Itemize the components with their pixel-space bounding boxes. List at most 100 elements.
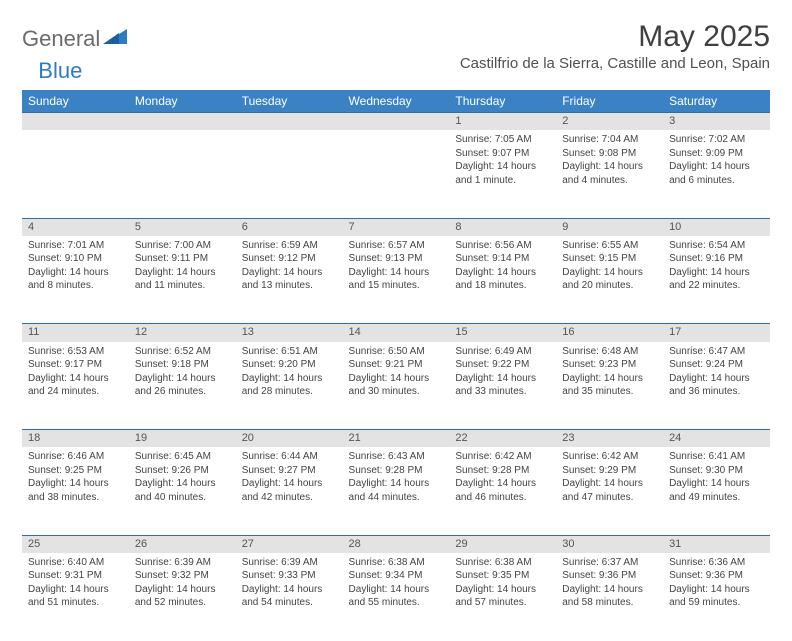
day-sunrise: Sunrise: 6:42 AM bbox=[562, 450, 657, 464]
day-sunset: Sunset: 9:07 PM bbox=[455, 147, 550, 161]
day-sunset: Sunset: 9:34 PM bbox=[349, 569, 444, 583]
day-cell: Sunrise: 6:46 AMSunset: 9:25 PMDaylight:… bbox=[22, 447, 129, 535]
day-day2: and 58 minutes. bbox=[562, 596, 657, 610]
day-cell: Sunrise: 6:38 AMSunset: 9:34 PMDaylight:… bbox=[343, 553, 450, 641]
day-number: 21 bbox=[343, 430, 450, 448]
day-sunrise: Sunrise: 7:02 AM bbox=[669, 133, 764, 147]
day-cell: Sunrise: 6:40 AMSunset: 9:31 PMDaylight:… bbox=[22, 553, 129, 641]
day-cell: Sunrise: 6:47 AMSunset: 9:24 PMDaylight:… bbox=[663, 342, 770, 430]
day-sunrise: Sunrise: 6:42 AM bbox=[455, 450, 550, 464]
day-cell: Sunrise: 6:56 AMSunset: 9:14 PMDaylight:… bbox=[449, 236, 556, 324]
day-number: 10 bbox=[663, 218, 770, 236]
day-day1: Daylight: 14 hours bbox=[562, 372, 657, 386]
detail-row: Sunrise: 7:05 AMSunset: 9:07 PMDaylight:… bbox=[22, 130, 770, 218]
day-sunset: Sunset: 9:36 PM bbox=[562, 569, 657, 583]
day-sunrise: Sunrise: 6:44 AM bbox=[242, 450, 337, 464]
day-sunrise: Sunrise: 6:52 AM bbox=[135, 345, 230, 359]
day-sunrise: Sunrise: 6:43 AM bbox=[349, 450, 444, 464]
day-number: 13 bbox=[236, 324, 343, 342]
day-day1: Daylight: 14 hours bbox=[669, 266, 764, 280]
logo: General bbox=[22, 26, 131, 52]
day-number: 2 bbox=[556, 113, 663, 131]
day-day2: and 36 minutes. bbox=[669, 385, 764, 399]
day-day1: Daylight: 14 hours bbox=[669, 477, 764, 491]
day-sunset: Sunset: 9:33 PM bbox=[242, 569, 337, 583]
day-day2: and 13 minutes. bbox=[242, 279, 337, 293]
day-number: 30 bbox=[556, 535, 663, 553]
day-sunrise: Sunrise: 6:37 AM bbox=[562, 556, 657, 570]
day-day2: and 52 minutes. bbox=[135, 596, 230, 610]
day-cell: Sunrise: 6:42 AMSunset: 9:29 PMDaylight:… bbox=[556, 447, 663, 535]
day-number: 14 bbox=[343, 324, 450, 342]
day-day2: and 40 minutes. bbox=[135, 491, 230, 505]
day-sunset: Sunset: 9:28 PM bbox=[455, 464, 550, 478]
day-cell: Sunrise: 6:48 AMSunset: 9:23 PMDaylight:… bbox=[556, 342, 663, 430]
daynum-row: 11121314151617 bbox=[22, 324, 770, 342]
day-day2: and 51 minutes. bbox=[28, 596, 123, 610]
day-day2: and 44 minutes. bbox=[349, 491, 444, 505]
day-sunset: Sunset: 9:25 PM bbox=[28, 464, 123, 478]
day-day2: and 35 minutes. bbox=[562, 385, 657, 399]
day-day1: Daylight: 14 hours bbox=[349, 266, 444, 280]
day-day2: and 30 minutes. bbox=[349, 385, 444, 399]
day-number bbox=[343, 113, 450, 131]
daynum-row: 18192021222324 bbox=[22, 430, 770, 448]
day-day2: and 42 minutes. bbox=[242, 491, 337, 505]
day-cell: Sunrise: 7:02 AMSunset: 9:09 PMDaylight:… bbox=[663, 130, 770, 218]
day-sunset: Sunset: 9:35 PM bbox=[455, 569, 550, 583]
day-sunset: Sunset: 9:32 PM bbox=[135, 569, 230, 583]
daynum-row: 45678910 bbox=[22, 218, 770, 236]
day-cell: Sunrise: 7:05 AMSunset: 9:07 PMDaylight:… bbox=[449, 130, 556, 218]
day-sunrise: Sunrise: 7:01 AM bbox=[28, 239, 123, 253]
day-day2: and 15 minutes. bbox=[349, 279, 444, 293]
day-cell: Sunrise: 6:43 AMSunset: 9:28 PMDaylight:… bbox=[343, 447, 450, 535]
day-day2: and 59 minutes. bbox=[669, 596, 764, 610]
day-day1: Daylight: 14 hours bbox=[562, 266, 657, 280]
day-sunrise: Sunrise: 6:53 AM bbox=[28, 345, 123, 359]
day-sunrise: Sunrise: 6:39 AM bbox=[242, 556, 337, 570]
day-cell: Sunrise: 6:38 AMSunset: 9:35 PMDaylight:… bbox=[449, 553, 556, 641]
day-cell: Sunrise: 6:55 AMSunset: 9:15 PMDaylight:… bbox=[556, 236, 663, 324]
day-day1: Daylight: 14 hours bbox=[562, 477, 657, 491]
day-sunrise: Sunrise: 6:55 AM bbox=[562, 239, 657, 253]
day-number: 16 bbox=[556, 324, 663, 342]
day-sunrise: Sunrise: 6:50 AM bbox=[349, 345, 444, 359]
day-day1: Daylight: 14 hours bbox=[455, 477, 550, 491]
day-sunrise: Sunrise: 6:41 AM bbox=[669, 450, 764, 464]
day-number: 5 bbox=[129, 218, 236, 236]
day-day2: and 28 minutes. bbox=[242, 385, 337, 399]
day-number: 1 bbox=[449, 113, 556, 131]
detail-row: Sunrise: 6:46 AMSunset: 9:25 PMDaylight:… bbox=[22, 447, 770, 535]
day-day1: Daylight: 14 hours bbox=[242, 477, 337, 491]
day-cell bbox=[343, 130, 450, 218]
day-number: 26 bbox=[129, 535, 236, 553]
day-sunset: Sunset: 9:17 PM bbox=[28, 358, 123, 372]
title-block: May 2025 Castilfrio de la Sierra, Castil… bbox=[460, 20, 770, 72]
day-number: 7 bbox=[343, 218, 450, 236]
location-text: Castilfrio de la Sierra, Castille and Le… bbox=[460, 55, 770, 72]
weekday-header-row: Sunday Monday Tuesday Wednesday Thursday… bbox=[22, 90, 770, 113]
day-day1: Daylight: 14 hours bbox=[562, 583, 657, 597]
day-number: 15 bbox=[449, 324, 556, 342]
day-sunrise: Sunrise: 6:59 AM bbox=[242, 239, 337, 253]
day-number: 23 bbox=[556, 430, 663, 448]
day-sunrise: Sunrise: 6:56 AM bbox=[455, 239, 550, 253]
day-number: 29 bbox=[449, 535, 556, 553]
day-sunrise: Sunrise: 6:57 AM bbox=[349, 239, 444, 253]
day-number: 31 bbox=[663, 535, 770, 553]
day-day1: Daylight: 14 hours bbox=[562, 160, 657, 174]
day-sunset: Sunset: 9:18 PM bbox=[135, 358, 230, 372]
day-number: 27 bbox=[236, 535, 343, 553]
day-cell: Sunrise: 6:57 AMSunset: 9:13 PMDaylight:… bbox=[343, 236, 450, 324]
day-day1: Daylight: 14 hours bbox=[28, 372, 123, 386]
day-day1: Daylight: 14 hours bbox=[135, 477, 230, 491]
day-day1: Daylight: 14 hours bbox=[455, 266, 550, 280]
calendar-table: Sunday Monday Tuesday Wednesday Thursday… bbox=[22, 90, 770, 641]
month-title: May 2025 bbox=[460, 20, 770, 53]
weekday-header: Monday bbox=[129, 90, 236, 113]
day-day2: and 22 minutes. bbox=[669, 279, 764, 293]
day-sunset: Sunset: 9:11 PM bbox=[135, 252, 230, 266]
day-number: 4 bbox=[22, 218, 129, 236]
day-day2: and 11 minutes. bbox=[135, 279, 230, 293]
day-sunset: Sunset: 9:22 PM bbox=[455, 358, 550, 372]
